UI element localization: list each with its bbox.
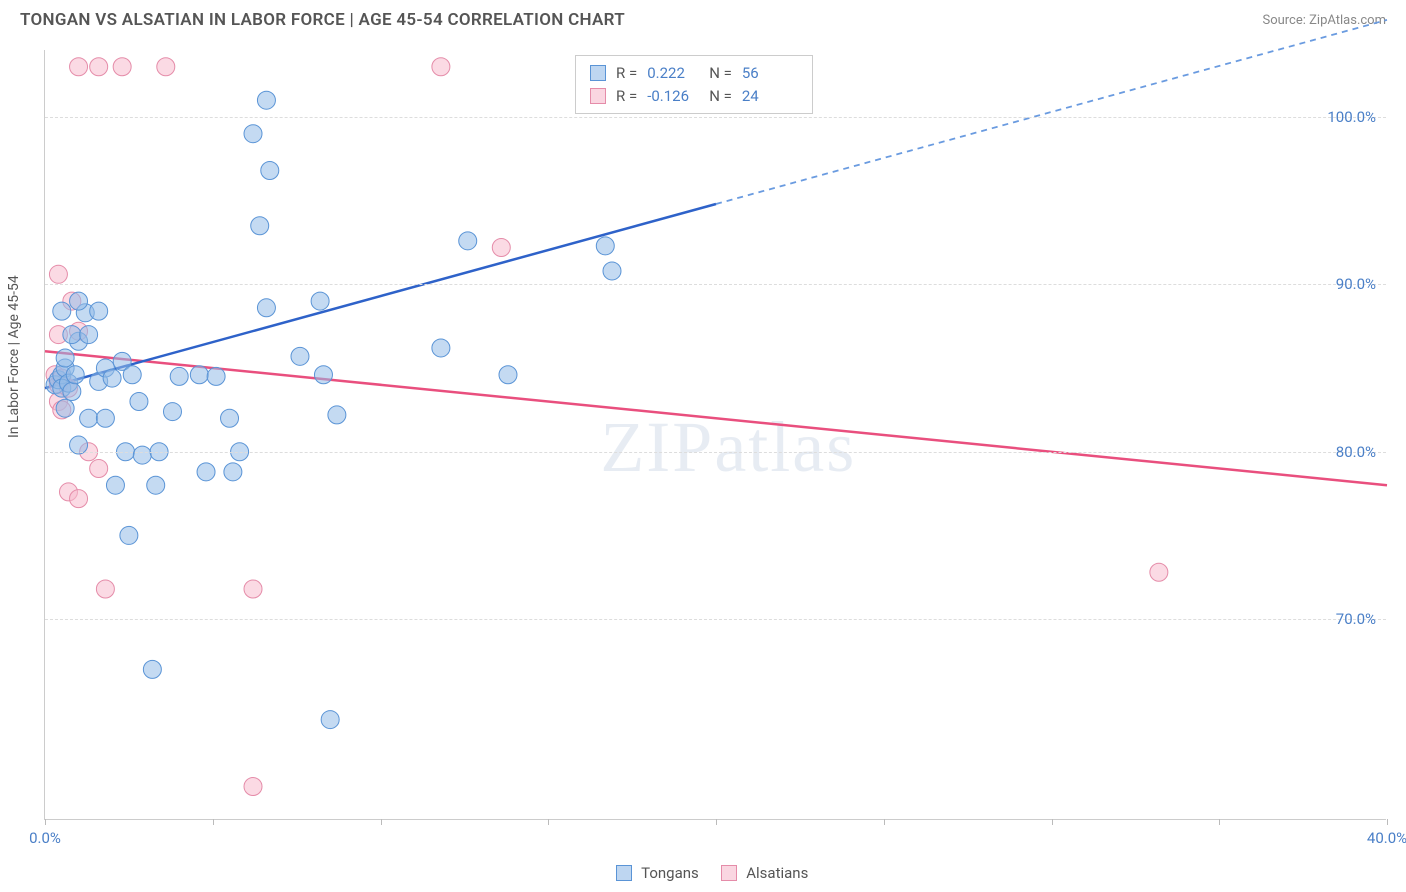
r-value-tongans: 0.222 — [647, 62, 699, 85]
swatch-blue-icon — [616, 865, 632, 881]
swatch-blue-icon — [590, 65, 606, 81]
x-tick-label: 0.0% — [29, 829, 61, 847]
r-label: R = — [616, 85, 637, 108]
swatch-pink-icon — [590, 88, 606, 104]
swatch-pink-icon — [721, 865, 737, 881]
y-axis-label: In Labor Force | Age 45-54 — [6, 275, 22, 438]
y-tick-label: 100.0% — [1327, 108, 1376, 126]
y-tick-label: 70.0% — [1336, 610, 1376, 628]
x-tick-label: 40.0% — [1367, 829, 1406, 847]
chart-plot-area: ZIPatlas R = 0.222 N = 56 R = -0.126 N =… — [44, 50, 1386, 820]
n-value-alsatians: 24 — [742, 85, 794, 108]
stats-legend-box: R = 0.222 N = 56 R = -0.126 N = 24 — [575, 55, 813, 114]
stats-row-alsatians: R = -0.126 N = 24 — [590, 85, 794, 108]
bottom-legend: Tongans Alsatians — [0, 864, 1406, 882]
r-value-alsatians: -0.126 — [647, 85, 699, 108]
n-value-tongans: 56 — [742, 62, 794, 85]
y-tick-label: 80.0% — [1336, 443, 1376, 461]
r-label: R = — [616, 62, 637, 85]
chart-title: TONGAN VS ALSATIAN IN LABOR FORCE | AGE … — [20, 10, 625, 30]
y-tick-label: 90.0% — [1336, 275, 1376, 293]
scatter-svg — [45, 50, 1386, 819]
n-label: N = — [709, 62, 732, 85]
legend-label-alsatians: Alsatians — [746, 864, 808, 882]
stats-row-tongans: R = 0.222 N = 56 — [590, 62, 794, 85]
legend-label-tongans: Tongans — [641, 864, 699, 882]
n-label: N = — [709, 85, 732, 108]
